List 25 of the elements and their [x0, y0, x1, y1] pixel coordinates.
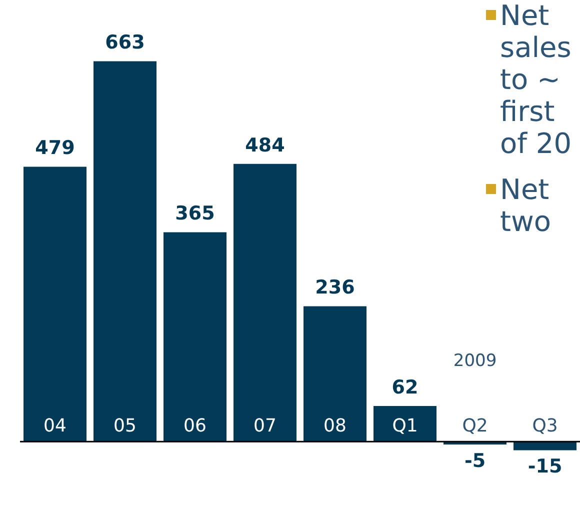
x-tick-label: 04 — [44, 415, 66, 436]
data-label: 365 — [175, 202, 215, 225]
bar — [24, 166, 86, 442]
data-label: 236 — [315, 276, 355, 299]
data-label: -5 — [464, 450, 486, 472]
annotation: 2009 — [453, 351, 497, 372]
x-tick-label: 08 — [324, 415, 346, 436]
bar — [94, 61, 156, 442]
x-tick-label: Q2 — [462, 415, 488, 436]
data-label: 479 — [35, 137, 75, 160]
x-tick-label: 05 — [114, 415, 136, 436]
x-tick-label: Q3 — [532, 415, 558, 436]
data-label: -15 — [528, 456, 562, 478]
bar — [164, 232, 226, 442]
annotation: Net sales to ~ first of 20 — [500, 0, 572, 160]
data-label: 484 — [245, 134, 285, 156]
annotation: Net two — [500, 173, 552, 238]
bar — [234, 164, 296, 442]
x-tick-label: Q1 — [392, 415, 418, 436]
x-tick-label: 06 — [184, 415, 206, 436]
data-label: 663 — [105, 32, 145, 54]
bar — [374, 406, 436, 442]
x-tick-label: 07 — [254, 415, 276, 436]
bar — [304, 306, 366, 442]
data-label: 62 — [392, 376, 418, 398]
